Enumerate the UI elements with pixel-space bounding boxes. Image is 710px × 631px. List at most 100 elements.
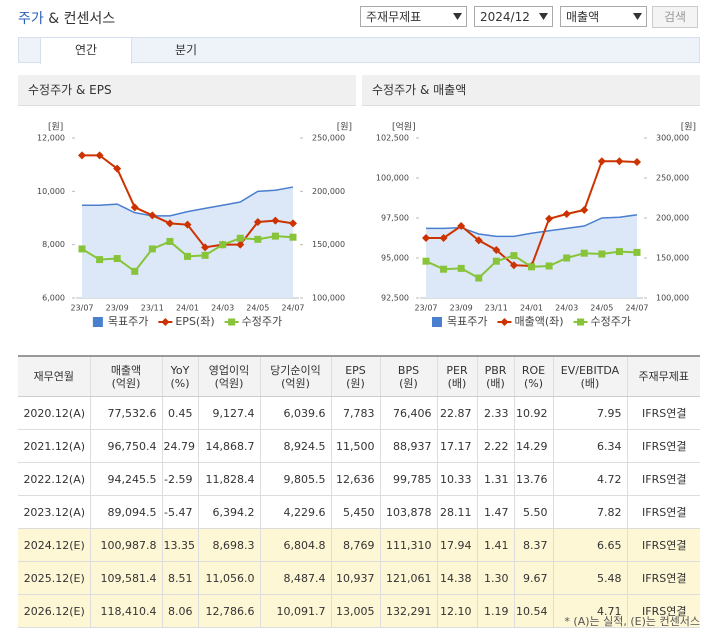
marker xyxy=(165,219,174,228)
select[interactable]: 주재무제표 xyxy=(360,6,467,27)
table-cell: 8,924.5 xyxy=(259,429,331,463)
table-cell: IFRS연결 xyxy=(626,429,700,463)
marker xyxy=(510,252,518,260)
header-text: (배) xyxy=(486,376,505,390)
tab[interactable]: 분기 xyxy=(174,43,198,57)
y-tick-label: 6,000 xyxy=(42,294,65,303)
marker xyxy=(253,218,262,226)
header-cell: 주재무제표 xyxy=(626,355,700,397)
legend: 목표주가 EPS(좌) 수정주가 xyxy=(92,315,282,328)
y2-tick-label: 250,000 xyxy=(312,134,345,143)
table-cell: 111,310 xyxy=(379,528,437,562)
header-text: 주재무제표 xyxy=(638,370,690,383)
table-cell: 14.29 xyxy=(513,429,553,463)
marker xyxy=(563,254,571,262)
marker xyxy=(95,151,104,160)
table-cell: 28.11 xyxy=(436,495,477,529)
table-cell: IFRS연결 xyxy=(626,528,700,562)
header-text: YoY xyxy=(170,363,190,377)
marker xyxy=(457,222,466,230)
table-cell: 24.79 xyxy=(161,429,198,463)
tab-active[interactable]: 연간 xyxy=(40,37,132,64)
marker xyxy=(475,274,483,282)
table-cell: 121,061 xyxy=(379,561,437,595)
table-cell: 1.19 xyxy=(476,594,514,628)
table-cell: 88,937 xyxy=(379,429,437,463)
table-cell: 7,783 xyxy=(330,396,380,430)
table-cell: 22.87 xyxy=(436,396,477,430)
chart-panel: 수정주가 & 매출액 [억원] [원] 92,500 95,000 97,500 100,… xyxy=(362,75,700,332)
table-row: 2021.12(A) 96,750.4 24.79 14,868.7 8,924.5 11… xyxy=(18,429,700,463)
marker xyxy=(201,243,210,252)
legend-swatch xyxy=(92,317,103,327)
table-cell: 118,410.4 xyxy=(89,594,162,628)
table-cell: 10,937 xyxy=(330,561,380,595)
marker xyxy=(289,233,297,241)
x-tick-label: 24/07 xyxy=(625,304,648,313)
table-cell: 99,785 xyxy=(379,462,437,496)
table-cell: 96,750.4 xyxy=(89,429,162,463)
table-cell: 10.54 xyxy=(513,594,553,628)
header-text: (배) xyxy=(447,376,467,390)
x-tick-label: 24/03 xyxy=(555,304,578,313)
header-text: PBR xyxy=(484,363,507,377)
chart: [억원] [원] 92,500 95,000 97,500 100,000 102,500 1… xyxy=(376,121,696,329)
table-cell: 5,450 xyxy=(330,495,380,529)
title-main: 주가 xyxy=(18,11,44,27)
header-text: PER xyxy=(446,363,468,377)
select[interactable]: 매출액 xyxy=(560,6,647,27)
y2-axis-unit: [원] xyxy=(681,122,696,133)
header-text: (%) xyxy=(523,376,544,390)
marker xyxy=(580,206,589,214)
y2-tick-label: 200,000 xyxy=(656,214,689,223)
table-cell: 14,868.7 xyxy=(197,429,260,463)
table-row: 2020.12(A) 77,532.6 0.45 9,127.4 6,039.6 7,78… xyxy=(18,396,700,430)
table-row: 2024.12(E) 100,987.8 13.35 8,698.3 6,804.8 8,… xyxy=(18,528,700,562)
table-cell: 6.65 xyxy=(552,528,627,562)
page-title: 주가 & 컨센서스 xyxy=(18,8,115,28)
header-text: 당기순이익 xyxy=(270,363,321,377)
legend-label: 목표주가 xyxy=(447,315,487,328)
table-cell: 8.06 xyxy=(161,594,198,628)
table-cell: 9.67 xyxy=(513,561,553,595)
search-button[interactable]: 검색 xyxy=(652,6,698,28)
marker xyxy=(545,214,554,223)
table-cell: 94,245.5 xyxy=(89,462,162,496)
tab-bar: 연간 분기 xyxy=(18,37,700,64)
table-cell: 1.31 xyxy=(476,462,514,496)
table-cell: 9,127.4 xyxy=(197,396,260,430)
table-cell: 100,987.8 xyxy=(89,528,162,562)
table-cell: 2020.12(A) xyxy=(18,396,90,430)
table-cell: 10.92 xyxy=(513,396,553,430)
legend-label: EPS(좌) xyxy=(175,315,214,328)
marker xyxy=(113,164,122,173)
select-text: 매출액 xyxy=(566,10,600,24)
marker xyxy=(131,267,139,275)
marker xyxy=(130,203,139,212)
marker xyxy=(509,261,518,270)
marker xyxy=(219,241,227,249)
table-cell: 76,406 xyxy=(379,396,437,430)
y2-tick-label: 150,000 xyxy=(656,254,689,263)
marker xyxy=(633,248,641,256)
header-text: 영업이익 xyxy=(208,363,250,377)
header-text: (배) xyxy=(580,376,600,390)
y-axis-unit: [원] xyxy=(48,122,63,133)
x-tick-label: 23/09 xyxy=(450,304,473,313)
table-cell: 10.33 xyxy=(436,462,477,496)
marker xyxy=(166,237,174,245)
table-cell: 2024.12(E) xyxy=(18,528,90,562)
table-cell: IFRS연결 xyxy=(626,594,700,628)
table-cell: IFRS연결 xyxy=(626,462,700,496)
legend-swatch xyxy=(431,317,442,327)
table-cell: 4.71 xyxy=(552,594,627,628)
marker xyxy=(148,245,156,253)
table-row: 2022.12(A) 94,245.5 -2.59 11,828.4 9,805.5 12… xyxy=(18,462,700,496)
chart-panel: 수정주가 & EPS [원] [원] 6,000 8,000 10,000 12,000 1… xyxy=(18,75,356,332)
marker xyxy=(422,234,430,242)
select[interactable]: 2024/12 xyxy=(474,6,553,27)
y-tick-label: 100,000 xyxy=(376,174,409,183)
y-tick-label: 95,000 xyxy=(381,254,409,263)
legend-label: 목표주가 xyxy=(108,315,148,328)
